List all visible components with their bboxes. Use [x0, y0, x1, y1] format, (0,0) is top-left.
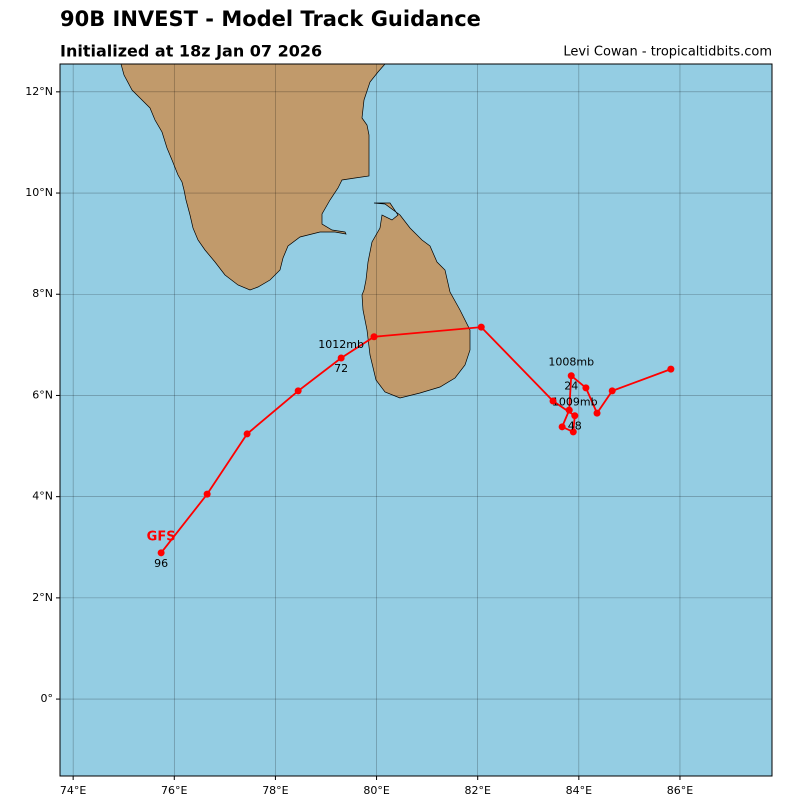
pressure-label: 1012mb [318, 338, 364, 351]
track-point [549, 397, 557, 405]
track-point [370, 333, 378, 341]
track-point [294, 387, 302, 395]
y-tick-label: 8°N [32, 287, 53, 300]
pressure-label: 1009mb [552, 396, 598, 409]
y-tick-label: 0° [41, 692, 54, 705]
land-india [120, 64, 386, 291]
track-point [582, 384, 590, 392]
track-point [593, 409, 601, 417]
model-label: GFS [147, 529, 176, 544]
title: 90B INVEST - Model Track Guidance [60, 7, 481, 31]
y-tick-label: 10°N [25, 186, 53, 199]
x-tick-label: 82°E [464, 784, 490, 797]
x-tick-label: 76°E [161, 784, 187, 797]
track-point [157, 549, 165, 557]
hour-label: 24 [564, 380, 578, 393]
y-tick-label: 4°N [32, 490, 53, 503]
ocean [60, 64, 772, 776]
track-point [569, 428, 577, 436]
x-tick-label: 78°E [262, 784, 288, 797]
track-point [565, 406, 573, 414]
track-point [477, 323, 485, 331]
track-point [567, 372, 575, 380]
track-point [203, 490, 211, 498]
hour-label: 96 [154, 557, 168, 570]
credit: Levi Cowan - tropicaltidbits.com [563, 45, 772, 60]
hour-label: 48 [568, 420, 582, 433]
track-point [558, 423, 566, 431]
track-point [337, 354, 345, 362]
track-point [667, 365, 675, 373]
track-point [608, 387, 616, 395]
map-frame [59, 63, 773, 777]
track-point [243, 430, 251, 438]
x-tick-label: 86°E [667, 784, 693, 797]
x-tick-label: 84°E [566, 784, 592, 797]
pressure-label: 1008mb [548, 356, 594, 369]
land-sri-lanka [361, 202, 471, 399]
subtitle: Initialized at 18z Jan 07 2026 [60, 42, 322, 61]
track-point [571, 412, 579, 420]
y-tick-label: 12°N [25, 85, 53, 98]
y-tick-label: 6°N [32, 388, 53, 401]
y-tick-label: 2°N [32, 591, 53, 604]
x-tick-label: 80°E [363, 784, 389, 797]
x-tick-label: 74°E [60, 784, 86, 797]
hour-label: 72 [334, 362, 348, 375]
